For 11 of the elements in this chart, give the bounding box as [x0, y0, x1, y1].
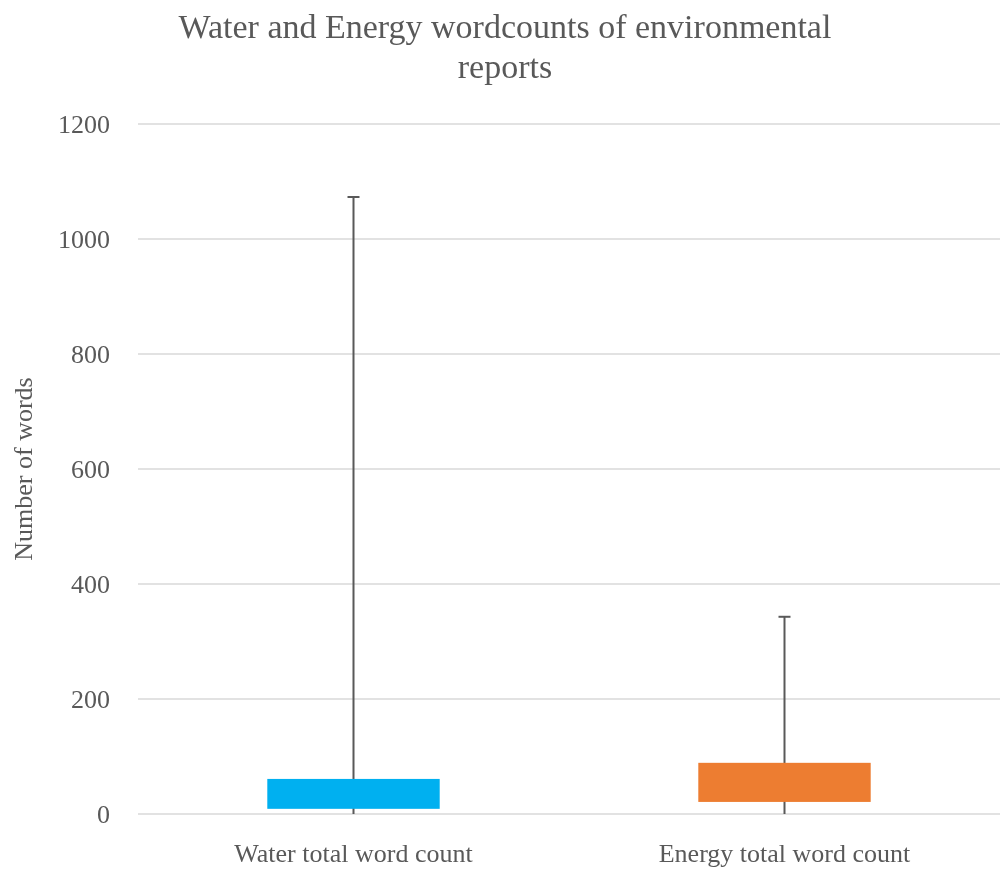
y-tick-label: 1000: [58, 225, 110, 255]
y-tick-label: 0: [97, 800, 110, 830]
y-tick-label: 600: [71, 455, 110, 485]
y-tick-label: 200: [71, 685, 110, 715]
chart-title: Water and Energy wordcounts of environmental reports: [178, 8, 832, 85]
x-tick-label: Water total word count: [234, 839, 474, 868]
y-tick-label: 400: [71, 570, 110, 600]
y-axis-title: Number of words: [9, 377, 38, 561]
y-tick-label: 800: [71, 340, 110, 370]
x-tick-label: Energy total word count: [658, 839, 912, 868]
y-tick-label: 1200: [58, 110, 110, 140]
